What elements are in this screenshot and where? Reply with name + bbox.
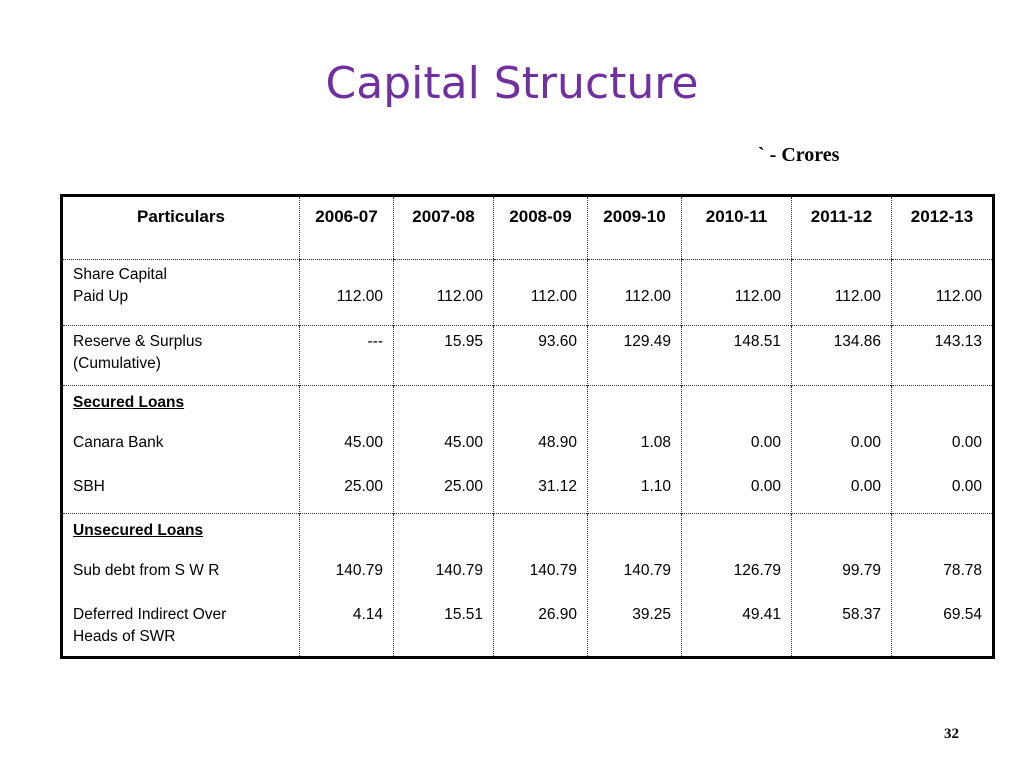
header-cell: 2008-09 bbox=[493, 195, 588, 260]
unsecured-loans-row: Unsecured Loans Sub debt from S W R Defe… bbox=[61, 513, 994, 658]
value-cell: 129.49 bbox=[587, 325, 682, 386]
value-cell: 112.00 bbox=[681, 259, 792, 326]
row-label: Share Capital Paid Up bbox=[61, 259, 300, 326]
value-cell: 0.00 0.00 bbox=[891, 385, 994, 514]
value-cell: 134.86 bbox=[791, 325, 892, 386]
value-cell: 112.00 bbox=[393, 259, 494, 326]
reserve-label-line1: Reserve & Surplus bbox=[73, 333, 203, 350]
secured-loans-heading: Secured Loans bbox=[73, 394, 185, 411]
share-capital-row: Share Capital Paid Up 112.00 112.00 112.… bbox=[61, 259, 994, 326]
slide-title: Capital Structure bbox=[325, 58, 699, 109]
header-cell: 2012-13 bbox=[891, 195, 994, 260]
paid-up-label: Paid Up bbox=[73, 288, 129, 305]
header-cell: Particulars bbox=[61, 195, 300, 260]
value-cell: 48.90 31.12 bbox=[493, 385, 588, 514]
secured-loans-row: Secured Loans Canara Bank SBH 45.00 25.00… bbox=[61, 385, 994, 514]
value-cell: 1.08 1.10 bbox=[587, 385, 682, 514]
reserve-row: Reserve & Surplus (Cumulative) --- 15.95… bbox=[61, 325, 994, 386]
value-cell: 45.00 25.00 bbox=[393, 385, 494, 514]
capital-structure-table: Particulars 2006-07 2007-08 2008-09 2009… bbox=[60, 194, 995, 659]
header-cell: 2007-08 bbox=[393, 195, 494, 260]
group-label: Share Capital bbox=[73, 266, 167, 283]
header-cell: 2011-12 bbox=[791, 195, 892, 260]
value-cell: 126.79 49.41 bbox=[681, 513, 792, 658]
value-cell: 112.00 bbox=[791, 259, 892, 326]
value-cell: 140.79 15.51 bbox=[393, 513, 494, 658]
deferred-label-line2: Heads of SWR bbox=[73, 628, 176, 645]
value-cell: --- bbox=[299, 325, 394, 386]
unit-label: ` - Crores bbox=[758, 144, 840, 166]
value-cell: 112.00 bbox=[891, 259, 994, 326]
reserve-label-line2: (Cumulative) bbox=[73, 355, 161, 372]
page-number: 32 bbox=[944, 726, 959, 742]
row-label: Secured Loans Canara Bank SBH bbox=[61, 385, 300, 514]
value-cell: 15.95 bbox=[393, 325, 494, 386]
value-cell: 112.00 bbox=[493, 259, 588, 326]
header-cell: 2006-07 bbox=[299, 195, 394, 260]
canara-bank-label: Canara Bank bbox=[73, 434, 164, 451]
value-cell: 112.00 bbox=[587, 259, 682, 326]
value-cell: 78.78 69.54 bbox=[891, 513, 994, 658]
value-cell: 148.51 bbox=[681, 325, 792, 386]
value-cell: 143.13 bbox=[891, 325, 994, 386]
value-cell: 99.79 58.37 bbox=[791, 513, 892, 658]
value-cell: 140.79 39.25 bbox=[587, 513, 682, 658]
value-cell: 140.79 26.90 bbox=[493, 513, 588, 658]
value-cell: 45.00 25.00 bbox=[299, 385, 394, 514]
value-cell: 112.00 bbox=[299, 259, 394, 326]
header-cell: 2010-11 bbox=[681, 195, 792, 260]
deferred-label-line1: Deferred Indirect Over bbox=[73, 606, 227, 623]
sub-debt-label: Sub debt from S W R bbox=[73, 562, 220, 579]
row-label: Unsecured Loans Sub debt from S W R Defe… bbox=[61, 513, 300, 658]
sbh-label: SBH bbox=[73, 478, 105, 495]
row-label: Reserve & Surplus (Cumulative) bbox=[61, 325, 300, 386]
value-cell: 0.00 0.00 bbox=[681, 385, 792, 514]
header-row: Particulars 2006-07 2007-08 2008-09 2009… bbox=[61, 195, 994, 260]
value-cell: 0.00 0.00 bbox=[791, 385, 892, 514]
header-cell: 2009-10 bbox=[587, 195, 682, 260]
value-cell: 93.60 bbox=[493, 325, 588, 386]
value-cell: 140.79 4.14 bbox=[299, 513, 394, 658]
unsecured-loans-heading: Unsecured Loans bbox=[73, 522, 204, 539]
